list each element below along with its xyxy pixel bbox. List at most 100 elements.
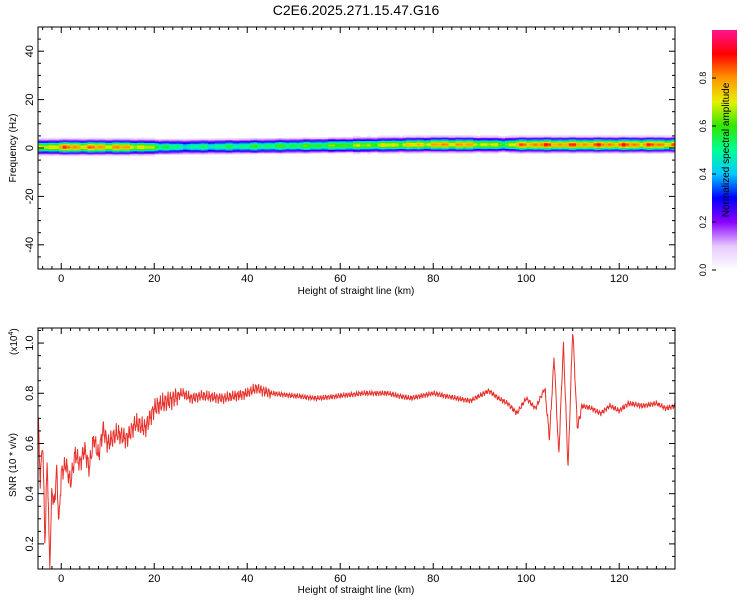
spectrogram-cell: [483, 140, 489, 142]
spectrogram-cell: [575, 152, 581, 154]
spectrogram-cell: [62, 151, 67, 153]
spectrogram-cell: [112, 151, 117, 153]
spectrogram-cell: [303, 142, 308, 145]
spectrogram-cell: [611, 136, 616, 139]
spectrogram-cell: [607, 146, 612, 148]
spectrogram-cell: [455, 149, 460, 152]
spectrogram-cell: [236, 144, 241, 146]
spectrogram-cell: [112, 149, 117, 152]
spectrogram-cell: [572, 142, 577, 145]
spectrogram-cell: [62, 147, 67, 150]
spectrogram-cell: [144, 149, 149, 152]
spectrogram-cell: [303, 143, 308, 146]
spectrogram-cell: [522, 152, 527, 154]
spectrogram-cell: [406, 138, 411, 141]
spectrogram-cell: [101, 142, 106, 145]
spectrogram-cell: [586, 151, 591, 153]
spectrogram-cell: [356, 135, 361, 138]
spectrogram-cell: [487, 147, 492, 149]
spectrogram-cell: [69, 148, 74, 151]
spectrogram-cell: [140, 153, 145, 156]
spectrogram-cell: [494, 141, 499, 143]
spectrogram-cell: [664, 151, 669, 153]
spectrogram-cell: [168, 146, 174, 148]
spectrogram-cell: [55, 151, 60, 153]
spectrogram-cell: [402, 138, 407, 141]
spectrogram-cell: [455, 139, 460, 142]
spectrogram-cell: [66, 138, 71, 141]
spectrogram-cell: [80, 148, 85, 151]
spectrogram-cell: [349, 137, 354, 139]
spectrogram-cell: [69, 151, 74, 153]
spectrogram-cell: [487, 146, 492, 148]
spectrogram-cell: [55, 144, 60, 147]
spectrogram-cell: [501, 147, 506, 149]
spectrogram-cell: [338, 138, 343, 141]
spectrogram-cell: [558, 147, 563, 150]
spectrogram-cell: [172, 143, 177, 146]
spectrogram-cell: [91, 151, 96, 153]
spectrogram-cell: [101, 154, 106, 157]
spectrogram-cell: [275, 143, 280, 146]
spectrogram-cell: [381, 148, 386, 151]
spectrogram-cell: [151, 152, 156, 154]
spectrogram-cell: [512, 152, 517, 154]
spectrogram-cell: [176, 152, 181, 154]
spectrogram-cell: [660, 141, 665, 143]
spectrogram-cell: [565, 151, 570, 153]
spectrogram-cell: [306, 138, 312, 141]
spectrogram-cell: [452, 138, 457, 141]
spectrogram-cell: [168, 153, 174, 155]
spectrogram-cell: [345, 144, 351, 147]
spectrogram-cell: [73, 138, 78, 141]
spectrogram-cell: [38, 140, 43, 142]
spectrogram-cell: [625, 140, 630, 142]
spectrogram-cell: [98, 142, 103, 145]
spectrogram-cell: [306, 141, 312, 143]
spectrogram-cell: [250, 151, 255, 154]
spectrogram-cell: [133, 146, 138, 148]
spectrogram-cell: [536, 151, 542, 153]
spectrogram-cell: [246, 139, 251, 142]
spectrogram-cell: [207, 146, 213, 149]
spectrogram-cell: [586, 136, 591, 139]
spectrogram-cell: [646, 146, 651, 148]
spectrogram-cell: [48, 154, 53, 157]
spectrogram-cell: [321, 142, 326, 144]
spectrogram-cell: [430, 136, 435, 138]
spectrogram-cell: [498, 138, 503, 141]
spectrogram-cell: [544, 152, 549, 154]
spectrogram-cell: [38, 152, 43, 154]
spectrogram-cell: [522, 147, 527, 149]
spectrogram-cell: [533, 151, 538, 153]
spectrogram-cell: [480, 138, 485, 141]
spectrogram-cell: [66, 154, 71, 157]
spectrogram-cell: [183, 143, 188, 146]
spectrogram-cell: [87, 151, 92, 153]
spectrogram-cell: [105, 138, 110, 141]
spectrogram-cell: [317, 145, 322, 148]
spectrogram-cell: [377, 139, 382, 141]
spectrogram-cell: [409, 141, 414, 143]
spectrogram-cell: [381, 140, 386, 143]
spectrogram-cell: [466, 148, 471, 151]
spectrogram-cell: [331, 150, 336, 153]
spectrogram-cell: [398, 137, 404, 140]
y-tick-label: 0.4: [24, 486, 36, 501]
spectrogram-cell: [554, 135, 559, 137]
spectrogram-cell: [133, 144, 138, 147]
spectrogram-cell: [328, 145, 333, 148]
spectrogram-cell: [657, 136, 662, 139]
spectrogram-cell: [526, 141, 531, 143]
spectrogram-cell: [508, 138, 513, 141]
spectrogram-cell: [614, 140, 619, 142]
spectrogram-cell: [119, 143, 124, 146]
spectrogram-cell: [568, 135, 573, 137]
spectrogram-cell: [122, 137, 128, 140]
spectrogram-cell: [529, 138, 535, 141]
spectrogram-cell: [597, 138, 602, 141]
spectrogram-cell: [558, 141, 563, 143]
spectrogram-cell: [420, 137, 425, 140]
spectrogram-cell: [41, 140, 46, 142]
